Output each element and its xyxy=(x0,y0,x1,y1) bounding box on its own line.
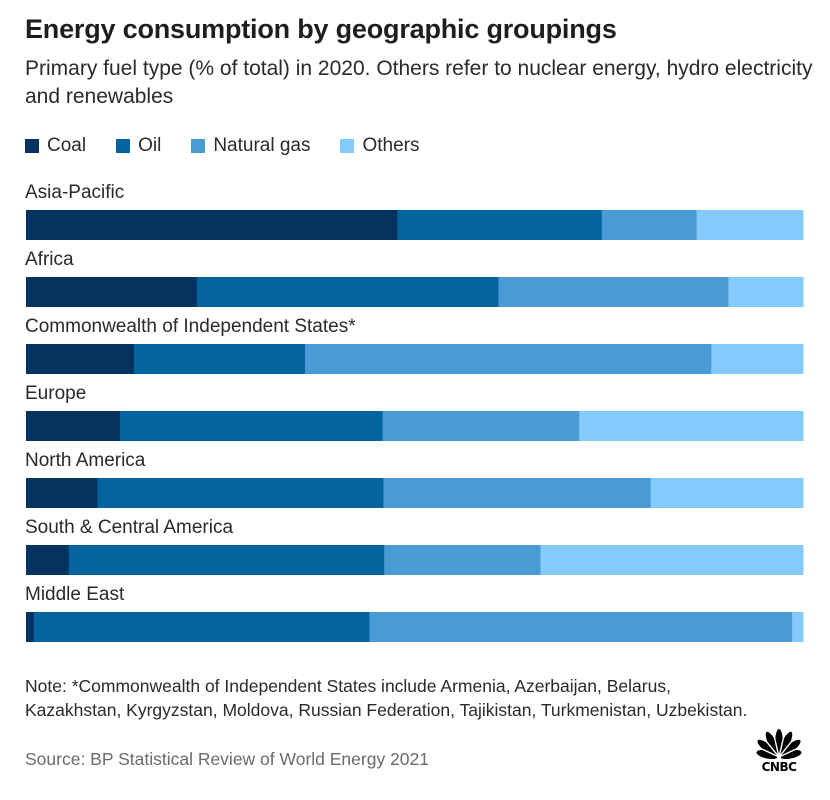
bar-segment-coal xyxy=(26,411,121,441)
bar-segment-others xyxy=(579,411,804,441)
bar-segment-natural-gas xyxy=(369,612,793,642)
chart-note: Note: *Commonwealth of Independent State… xyxy=(25,676,748,720)
legend-label: Others xyxy=(362,135,420,156)
bar-segment-oil xyxy=(33,612,370,642)
legend: Coal Oil Natural gas Others xyxy=(25,135,450,157)
legend-swatch xyxy=(25,139,39,153)
legend-item-oil: Oil xyxy=(116,135,161,157)
category-label: Africa xyxy=(25,249,74,270)
bar-segment-others xyxy=(650,478,804,508)
bar-segment-coal xyxy=(26,277,198,307)
legend-label: Coal xyxy=(47,135,87,156)
bar-segment-others xyxy=(792,612,804,642)
legend-swatch xyxy=(191,139,206,153)
bar-segment-natural-gas xyxy=(304,344,712,374)
bar-segment-others xyxy=(540,545,804,575)
category-label: South & Central America xyxy=(25,517,233,538)
bar-segment-coal xyxy=(26,478,98,508)
legend-label: Natural gas xyxy=(213,135,311,156)
bar-segment-oil xyxy=(97,478,384,508)
bar-segment-natural-gas xyxy=(383,478,652,508)
bar-segment-oil xyxy=(196,277,499,307)
legend-swatch xyxy=(116,139,131,153)
category-label: Asia-Pacific xyxy=(25,182,124,203)
legend-label: Oil xyxy=(138,135,162,156)
peacock-icon xyxy=(753,729,805,760)
chart-subtitle: Primary fuel type (% of total) in 2020. … xyxy=(25,57,813,108)
stacked-bar-chart: Asia-Pacific Africa Commonwealth of Indepe… xyxy=(25,182,804,642)
bar-segment-oil xyxy=(68,545,385,575)
bar-segment-coal xyxy=(26,612,35,642)
bar-segment-oil xyxy=(120,411,384,441)
bar-segment-others xyxy=(711,344,804,374)
bar-segment-oil xyxy=(134,344,306,374)
bar-segment-natural-gas xyxy=(498,277,729,307)
bar-segment-coal xyxy=(26,545,70,575)
cnbc-logo: CNBC xyxy=(751,727,807,775)
category-label: Commonwealth of Independent States* xyxy=(25,316,356,337)
logo-text: CNBC xyxy=(761,760,797,774)
category-label: Europe xyxy=(25,383,86,404)
bar-segment-natural-gas xyxy=(384,545,541,575)
bar-segment-natural-gas xyxy=(382,411,580,441)
bar-segment-coal xyxy=(26,210,398,240)
bar-segment-others xyxy=(696,210,804,240)
chart-title: Energy consumption by geographic groupin… xyxy=(25,14,617,44)
bar-segment-oil xyxy=(397,210,603,240)
legend-item-natural-gas: Natural gas xyxy=(191,135,310,157)
bar-segment-coal xyxy=(26,344,135,374)
bar-segment-natural-gas xyxy=(601,210,698,240)
chart-source: Source: BP Statistical Review of World E… xyxy=(25,749,429,769)
bar-segment-others xyxy=(728,277,804,307)
legend-item-others: Others xyxy=(340,135,420,157)
category-label: Middle East xyxy=(25,584,125,605)
legend-item-coal: Coal xyxy=(25,135,86,157)
legend-swatch xyxy=(340,139,355,153)
category-label: North America xyxy=(25,450,146,471)
